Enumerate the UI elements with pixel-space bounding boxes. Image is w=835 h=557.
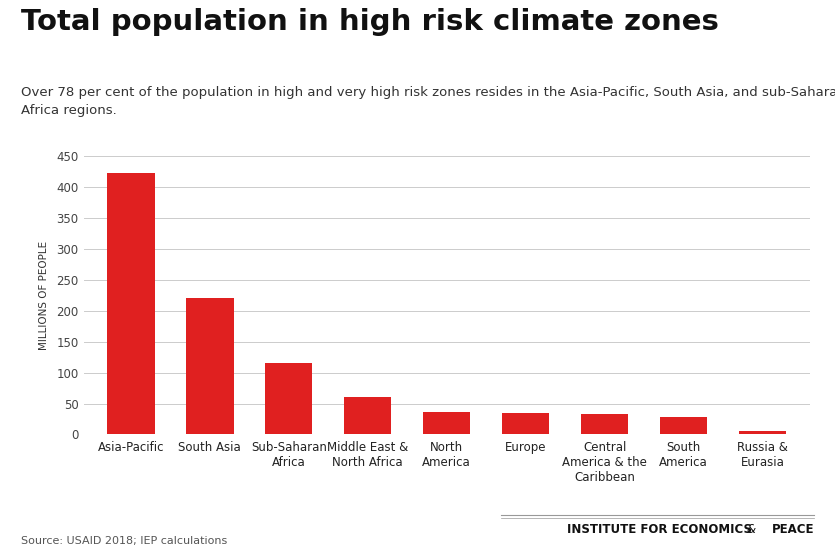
Bar bbox=[502, 413, 549, 434]
Bar bbox=[739, 431, 787, 434]
Bar bbox=[660, 417, 707, 434]
Bar bbox=[186, 299, 234, 434]
Text: Total population in high risk climate zones: Total population in high risk climate zo… bbox=[21, 8, 719, 36]
Bar bbox=[265, 363, 312, 434]
Bar bbox=[107, 173, 154, 434]
Bar bbox=[423, 412, 470, 434]
Text: Source: USAID 2018; IEP calculations: Source: USAID 2018; IEP calculations bbox=[21, 536, 227, 546]
Text: PEACE: PEACE bbox=[772, 523, 814, 536]
Y-axis label: MILLIONS OF PEOPLE: MILLIONS OF PEOPLE bbox=[39, 241, 49, 350]
Text: INSTITUTE FOR ECONOMICS: INSTITUTE FOR ECONOMICS bbox=[567, 523, 756, 536]
Text: &: & bbox=[746, 523, 756, 536]
Bar bbox=[344, 397, 392, 434]
Bar bbox=[581, 414, 628, 434]
Text: Over 78 per cent of the population in high and very high risk zones resides in t: Over 78 per cent of the population in hi… bbox=[21, 86, 835, 118]
